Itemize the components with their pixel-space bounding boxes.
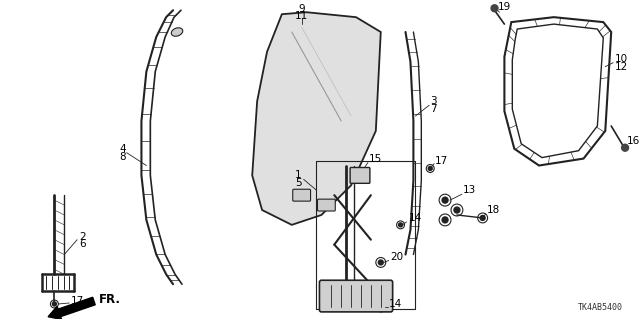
- Circle shape: [621, 144, 628, 151]
- Text: 19: 19: [497, 2, 511, 12]
- Text: 4: 4: [119, 144, 125, 154]
- Text: 10: 10: [615, 54, 628, 64]
- Circle shape: [454, 207, 460, 213]
- Circle shape: [442, 217, 448, 223]
- Text: 7: 7: [430, 104, 437, 114]
- Text: 17: 17: [435, 156, 449, 165]
- Circle shape: [491, 5, 498, 12]
- FancyBboxPatch shape: [317, 199, 335, 211]
- Circle shape: [378, 304, 383, 309]
- Circle shape: [399, 223, 403, 227]
- Text: 3: 3: [430, 96, 437, 106]
- Circle shape: [428, 166, 432, 171]
- Text: 1: 1: [295, 171, 301, 180]
- Text: 15: 15: [369, 154, 382, 164]
- FancyArrow shape: [48, 297, 95, 319]
- Text: 18: 18: [486, 205, 500, 215]
- Circle shape: [52, 302, 56, 306]
- Text: 11: 11: [295, 11, 308, 21]
- Text: 20: 20: [390, 252, 404, 262]
- Text: 13: 13: [463, 185, 476, 195]
- Circle shape: [362, 176, 366, 180]
- Text: 6: 6: [79, 239, 86, 249]
- Text: FR.: FR.: [99, 292, 121, 306]
- Text: 8: 8: [119, 152, 125, 162]
- Text: 14: 14: [388, 299, 402, 309]
- Text: 9: 9: [298, 4, 305, 14]
- Text: 12: 12: [615, 62, 628, 72]
- Text: 16: 16: [627, 136, 640, 146]
- Text: 17: 17: [71, 296, 84, 306]
- Ellipse shape: [172, 28, 183, 36]
- Text: 14: 14: [408, 213, 422, 223]
- Text: 5: 5: [295, 178, 301, 188]
- Circle shape: [442, 197, 448, 203]
- Circle shape: [480, 215, 485, 220]
- FancyBboxPatch shape: [319, 280, 392, 312]
- Text: 2: 2: [79, 232, 86, 242]
- FancyBboxPatch shape: [350, 167, 370, 183]
- Polygon shape: [252, 12, 381, 225]
- FancyBboxPatch shape: [292, 189, 310, 201]
- Text: TK4AB5400: TK4AB5400: [578, 303, 623, 312]
- Circle shape: [378, 260, 383, 265]
